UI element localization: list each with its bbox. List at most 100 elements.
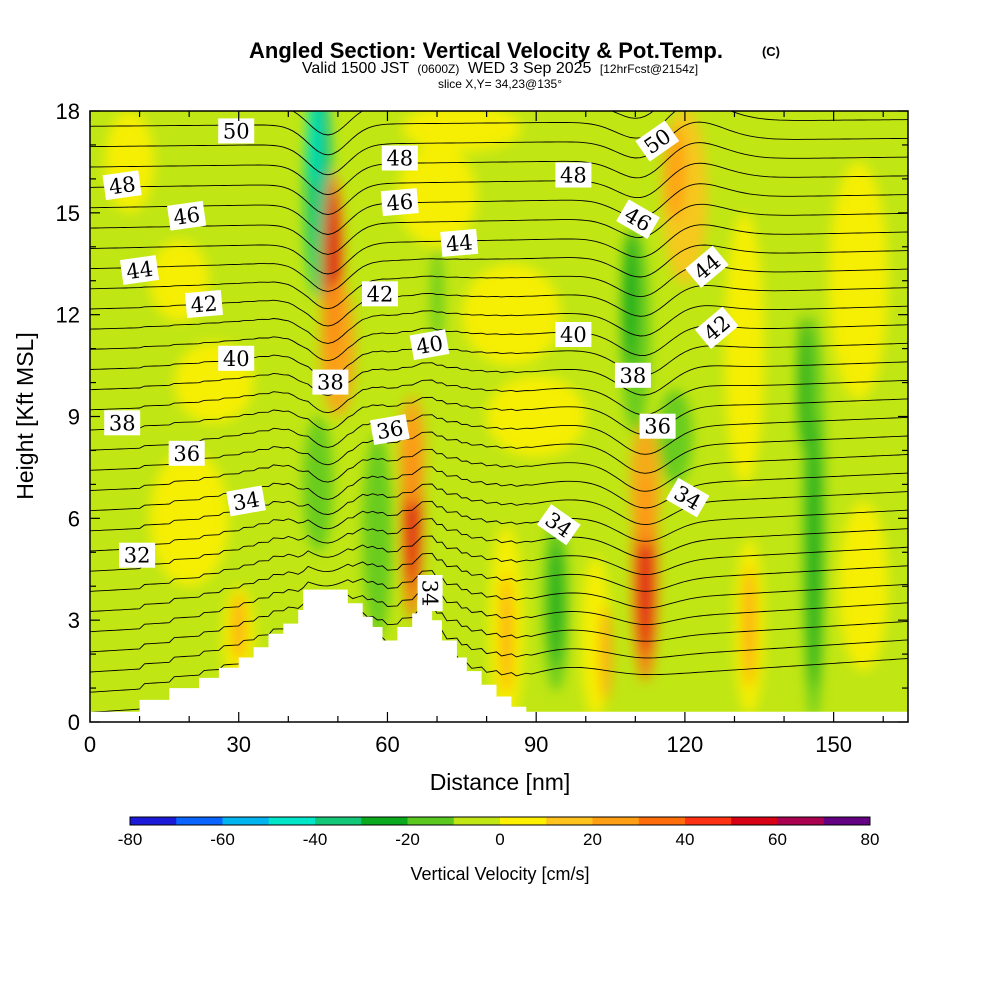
contour-label: 46 xyxy=(167,200,207,231)
contour-label: 38 xyxy=(312,369,349,395)
colorbar-swatch xyxy=(546,817,593,825)
y-tick-label: 0 xyxy=(68,710,80,735)
colorbar-swatch xyxy=(130,817,177,825)
isentrope-line xyxy=(90,183,908,235)
contour-label: 34 xyxy=(226,485,267,517)
colorbar-swatch xyxy=(731,817,778,825)
contour-labels: 50 48 46 44 42 40 38 36 34 32 48 46 44 42 40 38 36 34 34 48… xyxy=(102,118,739,611)
isentrope-line xyxy=(90,305,908,344)
contour-label-text: 36 xyxy=(644,415,671,439)
isentrope-line xyxy=(90,324,908,362)
contour-label-text: 42 xyxy=(367,282,394,306)
isentrope-line xyxy=(90,448,908,492)
isentrope-line xyxy=(90,244,908,292)
terrain xyxy=(90,589,908,722)
velocity-cell xyxy=(303,416,333,553)
contour-label-text: 50 xyxy=(223,119,250,143)
contour-label-text: 48 xyxy=(386,147,413,171)
isentrope-line xyxy=(90,414,908,455)
velocity-cell xyxy=(550,542,562,665)
colorbar-swatch xyxy=(176,817,223,825)
slice-info: slice X,Y= 34,23@135° xyxy=(438,77,562,91)
isentrope-line xyxy=(90,361,908,396)
isentrope-line xyxy=(90,483,908,532)
colorbar-tick-label: -20 xyxy=(395,830,420,849)
contour-label-text: 46 xyxy=(385,189,414,215)
contour-label-text: 42 xyxy=(190,291,219,317)
contour-label-text: 36 xyxy=(375,416,405,444)
contour-label-text: 32 xyxy=(124,544,151,568)
valid-prefix: Valid 1500 JST xyxy=(302,60,410,77)
chart-title: Angled Section: Vertical Velocity & Pot.… xyxy=(249,38,723,63)
isentrope-line xyxy=(90,518,908,572)
isentrope-line xyxy=(90,264,908,310)
contour-label-text: 36 xyxy=(173,442,200,466)
forecast-info: [12hrFcst@2154z] xyxy=(600,62,698,76)
isentrope-line xyxy=(90,142,908,196)
isentrope-line xyxy=(90,622,908,693)
contour-label: 48 xyxy=(555,162,592,188)
velocity-cell xyxy=(599,606,612,702)
contour-label: 32 xyxy=(119,542,156,568)
colorbar-tick-label: 80 xyxy=(861,830,880,849)
isentrope-line xyxy=(90,570,908,633)
colorbar-swatch xyxy=(453,817,501,825)
isentrope-line xyxy=(90,379,908,416)
valid-zulu: (0600Z) xyxy=(417,62,459,76)
velocity-cell xyxy=(838,501,889,672)
valid-date: WED 3 Sep 2025 xyxy=(468,60,592,77)
velocity-cell xyxy=(724,212,765,485)
velocity-cell xyxy=(402,111,522,152)
isentrope-line xyxy=(90,604,908,673)
contour-label: 50 xyxy=(218,118,255,144)
x-tick-label: 150 xyxy=(815,732,852,757)
contour-label: 40 xyxy=(555,322,592,347)
velocity-cell xyxy=(320,280,356,417)
contour-label-text: 38 xyxy=(317,371,344,395)
contour-label: 36 xyxy=(369,414,410,446)
isentrope-line xyxy=(90,203,908,255)
isentrope-line xyxy=(90,121,908,176)
velocity-cell xyxy=(307,111,320,186)
contour-label: 34 xyxy=(417,575,443,611)
y-tick-label: 3 xyxy=(68,608,80,633)
colorbar-swatch xyxy=(685,817,732,825)
colorbar-tick-label: -80 xyxy=(118,830,143,849)
isentrope-line xyxy=(90,535,908,592)
contour-label: 36 xyxy=(639,413,676,439)
velocity-cell xyxy=(232,593,246,661)
velocity-cell xyxy=(461,263,561,366)
contour-label-text: 38 xyxy=(109,411,136,435)
velocity-cell xyxy=(431,246,443,349)
x-axis: 0 30 60 90 120 150 xyxy=(84,111,884,757)
colorbar-tick-label: -60 xyxy=(210,830,235,849)
x-tick-label: 120 xyxy=(667,732,704,757)
contour-label-text: 40 xyxy=(223,347,250,371)
colorbar-swatch xyxy=(361,817,408,825)
velocity-cell xyxy=(149,450,229,587)
colorbar-tick-label: 60 xyxy=(768,830,787,849)
contour-label: 44 xyxy=(440,228,479,257)
colorbar-frame xyxy=(129,816,871,826)
contour-label-text: 48 xyxy=(560,164,587,188)
isentrope-line xyxy=(90,396,908,436)
contour-label: 38 xyxy=(104,410,141,436)
contour-label-text: 44 xyxy=(445,230,474,256)
contour-label: 42 xyxy=(362,281,398,307)
isentrope-line xyxy=(90,285,908,327)
contour-label: 48 xyxy=(381,145,418,171)
contour-label-text: 46 xyxy=(172,202,202,229)
contour-label: 42 xyxy=(184,289,223,319)
colorbar-swatch xyxy=(315,817,362,825)
velocity-cell xyxy=(500,572,513,695)
contour-label-text: 48 xyxy=(107,172,137,199)
isentrope-line xyxy=(90,162,908,216)
valid-time: Valid 1500 JST (0600Z) WED 3 Sep 2025 [1… xyxy=(302,60,698,77)
contour-label: 40 xyxy=(409,329,450,361)
colorbar-tick-label: 40 xyxy=(676,830,695,849)
colorbar-tick-label: 20 xyxy=(583,830,602,849)
isentrope-line xyxy=(90,224,908,275)
x-tick-label: 0 xyxy=(84,732,96,757)
title-block: Angled Section: Vertical Velocity & Pot.… xyxy=(249,38,780,91)
